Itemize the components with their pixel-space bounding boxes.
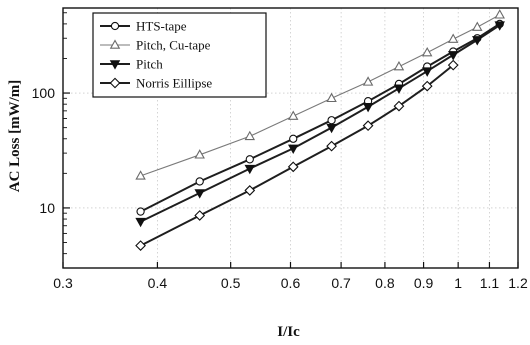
- series-pitch-cu-tape: [135, 9, 505, 180]
- data-point-marker: [326, 140, 337, 152]
- y-tick-label: 10: [39, 200, 55, 216]
- data-point-marker: [244, 164, 256, 175]
- data-point-marker: [362, 76, 374, 86]
- data-point-marker: [472, 21, 483, 31]
- data-point-marker: [287, 110, 299, 120]
- data-point-marker: [244, 130, 256, 141]
- legend-label: Pitch: [136, 57, 163, 72]
- data-point-marker: [244, 185, 256, 196]
- series-layer: [135, 9, 505, 251]
- x-tick-label: 0.7: [331, 275, 351, 291]
- y-axis-label: AC Loss [mW/m]: [7, 80, 23, 193]
- data-point-marker: [110, 21, 120, 31]
- data-point-marker: [421, 67, 433, 77]
- data-point-marker: [472, 36, 483, 46]
- data-point-marker: [289, 134, 298, 143]
- data-point-marker: [326, 92, 337, 103]
- data-point-marker: [136, 207, 145, 216]
- data-point-marker: [447, 51, 459, 61]
- y-tick-label: 100: [32, 85, 56, 101]
- data-point-marker: [326, 123, 337, 134]
- grid: [63, 8, 518, 268]
- x-tick-label: 1: [454, 275, 462, 291]
- data-point-marker: [195, 177, 204, 186]
- x-tick-label: 0.3: [53, 275, 73, 291]
- legend-entry: HTS-tape: [100, 19, 187, 34]
- series-pitch: [135, 21, 505, 228]
- series-norris-eillipse: [135, 59, 459, 251]
- data-point-marker: [447, 59, 459, 71]
- data-point-marker: [494, 21, 505, 31]
- data-point-marker: [109, 39, 121, 49]
- x-tick-label: 0.8: [375, 275, 395, 291]
- data-point-marker: [393, 100, 405, 112]
- data-point-marker: [393, 84, 405, 94]
- legend-entry: Pitch, Cu-tape: [100, 38, 211, 53]
- x-tick-label: 1.2: [508, 275, 528, 291]
- legend-label: HTS-tape: [136, 19, 187, 34]
- data-point-marker: [421, 46, 433, 57]
- x-tick-label: 0.5: [221, 275, 241, 291]
- data-point-marker: [109, 60, 121, 70]
- x-tick-label: 0.4: [148, 275, 168, 291]
- legend-label: Pitch, Cu-tape: [136, 38, 211, 53]
- data-point-marker: [362, 102, 374, 113]
- legend: HTS-tape Pitch, Cu-tape Pitch Norris Eillip…: [92, 12, 267, 98]
- legend-entry: Norris Eillipse: [100, 76, 212, 91]
- data-point-marker: [494, 9, 505, 19]
- data-point-marker: [447, 33, 459, 43]
- legend-entry: Pitch: [100, 57, 163, 72]
- data-point-marker: [287, 144, 299, 154]
- legend-label: Norris Eillipse: [136, 76, 212, 91]
- data-point-marker: [362, 120, 374, 132]
- data-point-marker: [194, 189, 205, 199]
- data-point-marker: [135, 240, 146, 251]
- data-point-marker: [194, 149, 205, 159]
- data-point-marker: [194, 210, 206, 221]
- data-point-marker: [327, 116, 336, 125]
- x-tick-label: 0.9: [414, 275, 434, 291]
- x-tick-label: 0.6: [281, 275, 301, 291]
- x-tick-label: 1.1: [480, 275, 500, 291]
- data-point-marker: [287, 161, 299, 173]
- data-point-marker: [245, 155, 254, 164]
- data-point-marker: [109, 77, 121, 89]
- x-axis-label: I/Ic: [277, 324, 300, 340]
- data-point-marker: [393, 60, 405, 71]
- data-point-marker: [421, 80, 433, 92]
- data-point-marker: [135, 170, 146, 180]
- data-point-marker: [135, 217, 146, 228]
- axis-ticks: 0.3 0.4 0.5 0.6 0.7 0.8 0.9 1 1.1 1.2 10 100: [32, 12, 528, 291]
